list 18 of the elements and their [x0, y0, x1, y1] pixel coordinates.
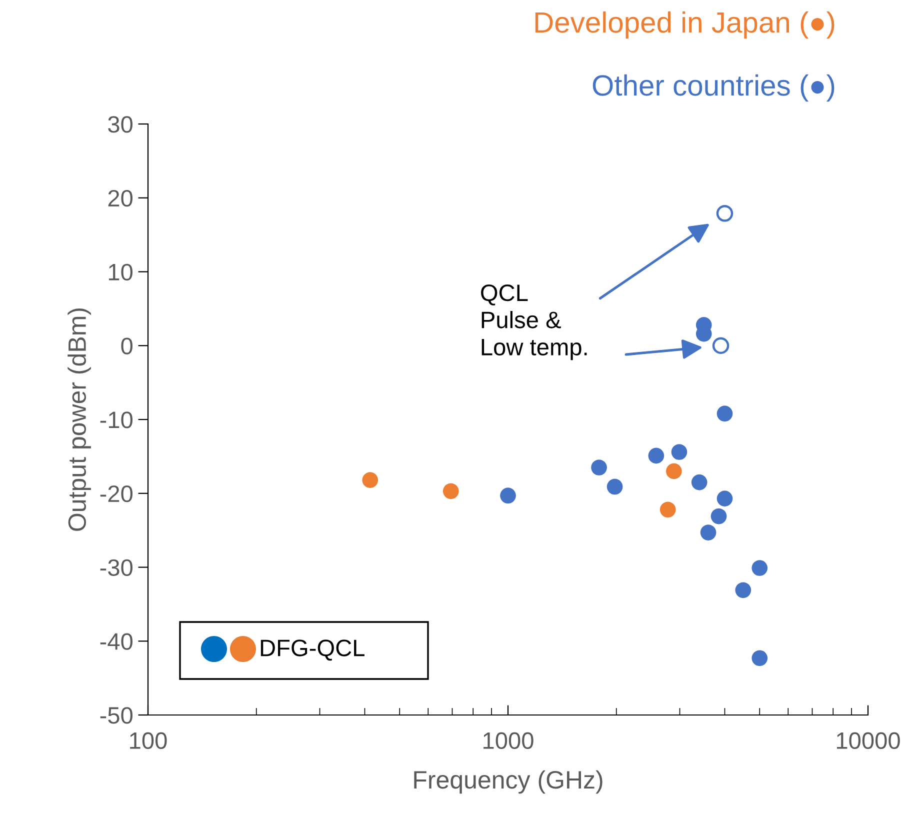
text: Developed in Japan (●) — [535, 11, 834, 39]
x-tick-label: 100 — [130, 732, 167, 750]
x-tick-label: 10000 — [836, 732, 900, 750]
annotation: DFG-QCL — [260, 640, 364, 661]
x-axis-title: Frequency (GHz) — [414, 770, 602, 794]
y-tick-label: -40 — [100, 633, 132, 650]
y-tick-label: 20 — [108, 190, 132, 207]
annotation: QCL Pulse & Low temp. — [481, 284, 587, 360]
x-tick-label: 1000 — [484, 732, 534, 750]
y-tick-label: -10 — [100, 412, 132, 428]
y-tick-label: 30 — [108, 116, 132, 133]
y-tick-label: 10 — [108, 264, 132, 281]
y-tick-label: 0 — [121, 338, 132, 354]
text: Other countries (●) — [592, 74, 834, 102]
y-tick-label: -30 — [100, 559, 132, 576]
y-tick-label: -20 — [100, 485, 132, 502]
y-axis-title: Output power (dBm) — [68, 308, 91, 531]
y-tick-label: -50 — [100, 707, 132, 724]
